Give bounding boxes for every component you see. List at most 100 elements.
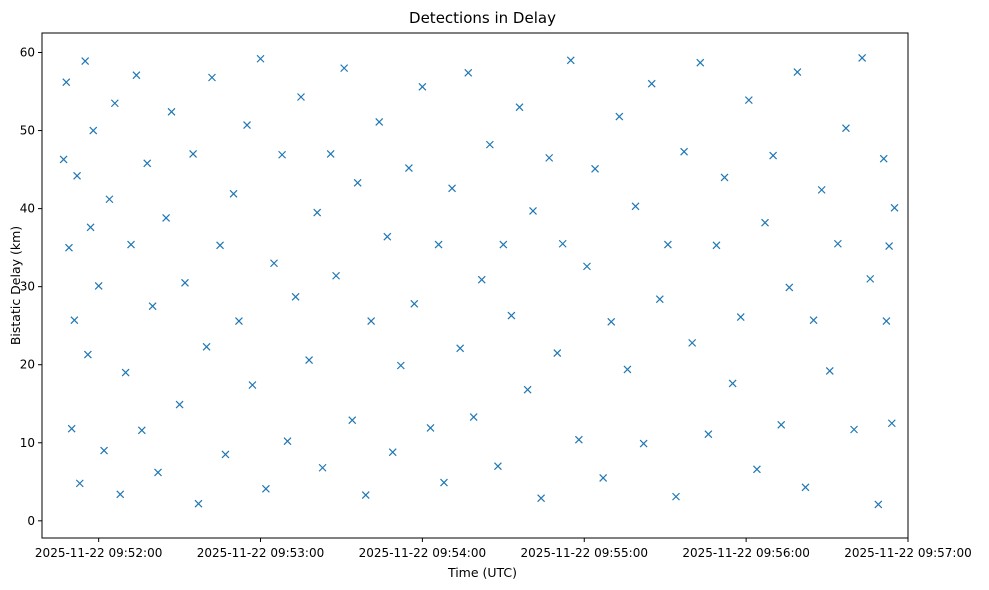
- data-point: [410, 299, 419, 308]
- data-point: [75, 479, 84, 488]
- data-point: [469, 413, 478, 421]
- data-point: [81, 57, 90, 66]
- data-point: [194, 499, 203, 508]
- data-point: [235, 317, 243, 325]
- data-point: [175, 400, 184, 409]
- data-point: [874, 500, 883, 509]
- data-point: [752, 465, 761, 474]
- data-point: [887, 419, 896, 428]
- data-point: [361, 491, 370, 499]
- data-point: [221, 450, 230, 459]
- data-point: [73, 171, 81, 180]
- y-tick-label: 30: [20, 280, 35, 294]
- data-point: [647, 79, 656, 88]
- data-point: [404, 164, 413, 172]
- data-point: [456, 344, 465, 353]
- data-point: [208, 73, 216, 82]
- data-point: [769, 151, 778, 160]
- data-point: [631, 202, 640, 211]
- data-point: [229, 189, 238, 198]
- data-point: [736, 313, 745, 322]
- data-point: [696, 58, 705, 67]
- y-axis-label: Bistatic Delay (km): [8, 226, 23, 345]
- data-point: [318, 463, 327, 472]
- data-point: [499, 240, 508, 249]
- data-point: [777, 420, 786, 429]
- data-point: [434, 240, 443, 249]
- data-point: [86, 223, 95, 232]
- data-point: [340, 64, 349, 73]
- data-point: [100, 446, 108, 455]
- x-axis-ticks: 2025-11-22 09:52:00 2025-11-22 09:53:00 20…: [35, 538, 972, 560]
- x-tick-label: 2025-11-22 09:52:00: [35, 546, 162, 560]
- x-tick-label: 2025-11-22 09:54:00: [359, 546, 486, 560]
- data-point: [426, 424, 435, 432]
- data-point: [545, 153, 554, 162]
- data-point: [89, 126, 98, 135]
- data-point: [712, 241, 721, 250]
- data-point: [189, 150, 198, 158]
- data-point: [305, 356, 314, 364]
- data-point: [278, 150, 287, 159]
- data-point: [507, 311, 516, 320]
- data-point: [121, 368, 130, 377]
- data-point: [83, 350, 92, 359]
- data-point: [655, 295, 664, 304]
- data-point: [591, 164, 599, 173]
- data-point: [216, 241, 224, 250]
- data-point: [418, 82, 427, 91]
- data-point: [256, 54, 265, 63]
- data-point: [137, 426, 146, 435]
- data-point: [515, 103, 524, 112]
- data-point: [464, 68, 473, 77]
- x-tick-label: 2025-11-22 09:53:00: [197, 546, 324, 560]
- data-point: [704, 430, 713, 439]
- data-point: [720, 173, 729, 182]
- data-point: [882, 317, 891, 325]
- data-point: [599, 473, 608, 482]
- data-point: [70, 316, 79, 325]
- chart-title: Detections in Delay: [409, 9, 556, 27]
- data-point: [639, 439, 648, 448]
- data-point: [313, 208, 322, 217]
- data-point: [558, 239, 567, 248]
- data-point: [148, 302, 157, 311]
- data-point: [566, 56, 575, 65]
- data-markers: [59, 54, 899, 509]
- y-tick-label: 0: [27, 514, 35, 528]
- data-point: [243, 121, 251, 130]
- data-point: [885, 242, 894, 251]
- data-point: [388, 448, 397, 457]
- data-point: [785, 283, 794, 292]
- data-point: [62, 78, 71, 87]
- data-point: [94, 281, 103, 290]
- data-point: [132, 71, 141, 80]
- data-point: [494, 462, 502, 471]
- plot-area: [41, 32, 909, 539]
- data-point: [375, 118, 384, 126]
- data-point: [332, 271, 340, 280]
- data-point: [67, 424, 76, 433]
- x-tick-label: 2025-11-22 09:57:00: [844, 546, 971, 560]
- data-point: [842, 124, 850, 133]
- data-point: [283, 437, 292, 446]
- data-point: [110, 99, 119, 108]
- data-point: [261, 484, 270, 493]
- data-point: [809, 316, 818, 325]
- y-tick-label: 60: [20, 46, 35, 60]
- data-point: [291, 292, 300, 301]
- data-point: [353, 178, 362, 187]
- data-point: [181, 278, 189, 287]
- data-point: [583, 262, 591, 271]
- data-point: [890, 203, 899, 212]
- data-point: [817, 185, 826, 194]
- data-point: [116, 490, 125, 499]
- data-point: [326, 150, 335, 158]
- data-point: [744, 96, 753, 105]
- data-point: [383, 232, 392, 241]
- data-point: [663, 240, 672, 249]
- data-point: [248, 381, 257, 389]
- x-axis-label: Time (UTC): [447, 565, 517, 580]
- data-point: [348, 416, 357, 425]
